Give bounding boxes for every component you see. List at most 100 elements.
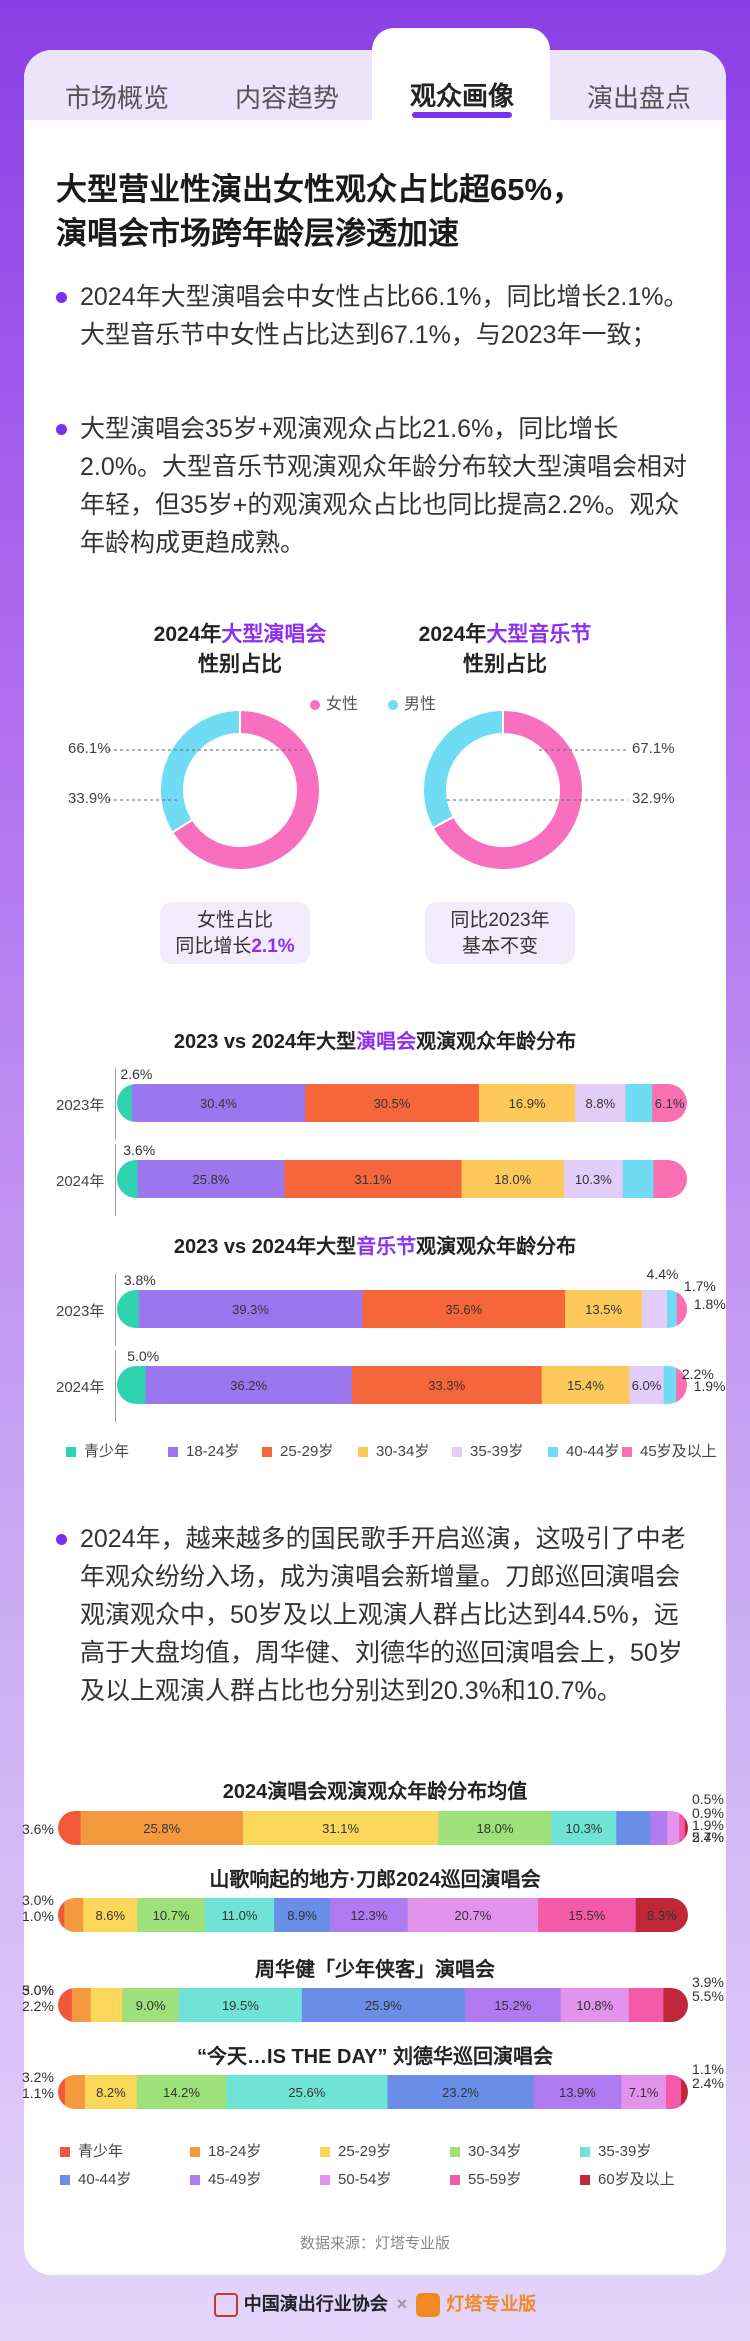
bot-2-seg-1: [71, 1988, 92, 2022]
bot-2-svg: 9.0% 19.5% 25.9% 15.2% 10.8%: [58, 1988, 688, 2022]
tab-content-trends[interactable]: 内容趋势: [234, 83, 339, 113]
legend-item: 30-34岁: [358, 1440, 429, 1461]
bot-2-seg-0: [58, 1988, 73, 2022]
top-3-out-6: 1.9%: [693, 1378, 726, 1394]
top-1-seg-5: [622, 1160, 654, 1198]
pie-note-concert: 女性占比 同比增长2.1%: [160, 902, 310, 964]
legend-item: 45岁及以上: [622, 1440, 717, 1461]
legend-item: 青少年: [66, 1440, 129, 1461]
bot-1-seg-2: [83, 1898, 138, 1932]
bot-2-seg-3: [122, 1988, 180, 2022]
top-3-seg-5: [663, 1366, 677, 1404]
legend-item: 35-39岁: [452, 1440, 523, 1461]
footer-logos: 中国演出行业协会 × 灯塔专业版: [0, 2290, 750, 2318]
bot-0-seg-3: [438, 1811, 553, 1845]
legend-female: 女性: [310, 690, 358, 714]
chart-title-daolang: 山歌响起的地方·刀郎2024巡回演唱会: [209, 1869, 541, 1891]
top-0-seg-3: [478, 1084, 576, 1122]
top-0-label-1: 30.4%: [200, 1096, 237, 1111]
top-0-seg-1: [131, 1084, 306, 1122]
legend-item: 18-24岁: [168, 1440, 239, 1461]
bot-2-seg-2: [90, 1988, 123, 2022]
bot-0-seg-9: [684, 1811, 688, 1845]
bot-0-seg-7: [667, 1811, 680, 1845]
donut-slice-0-male: [159, 708, 241, 834]
bullet-veteran-singers: 2024年，越来越多的国民歌手开启巡演，这吸引了中老年观众纷纷入场，成为演唱会新…: [56, 1520, 696, 1710]
top-0-seg-2: [305, 1084, 480, 1122]
legend-item: 55-59岁: [450, 2168, 521, 2189]
bot-2-seg-9: [663, 1988, 688, 2022]
bot-2-out-1: 3.0%: [22, 1982, 54, 1998]
bot-3-seg-1: [64, 2075, 86, 2109]
legend-item: 25-29岁: [262, 1440, 333, 1461]
dengta-logo-icon: [416, 2293, 441, 2318]
bot-1-seg-8: [538, 1898, 637, 1932]
bot-1-seg-0: [58, 1898, 65, 1932]
bot-3-label-4: 25.6%: [288, 2085, 325, 2100]
top-3-out-0: 5.0%: [127, 1348, 160, 1364]
bot-1-seg-3: [137, 1898, 206, 1932]
pie-label-concert-female: 66.1%: [68, 740, 111, 757]
top-1-seg-6: [653, 1160, 687, 1198]
top-1-out-0: 3.6%: [123, 1142, 156, 1158]
top-1-label-1: 25.8%: [193, 1172, 230, 1187]
tab-market-overview[interactable]: 市场概览: [64, 83, 169, 113]
bot-3-out-9: 1.1%: [692, 2061, 724, 2077]
top-3-seg-2: [351, 1366, 543, 1404]
bot-3-seg-5: [387, 2075, 535, 2109]
bot-1-seg-9: [635, 1898, 688, 1932]
top-2-seg-3: [565, 1290, 643, 1328]
top-0-seg-6: [652, 1084, 687, 1122]
bot-0-label-1: 25.8%: [143, 1821, 180, 1836]
top-2-out-4: 4.4%: [646, 1266, 679, 1282]
bot-3-seg-3: [136, 2075, 227, 2109]
bot-1-seg-1: [64, 1898, 84, 1932]
age-legend-7: 青少年 18-24岁 25-29岁 30-34岁 35-39岁 40-44岁 45岁及以上: [40, 1440, 717, 1462]
top-2-label-2: 35.6%: [445, 1302, 482, 1317]
age-legend-10: 青少年 18-24岁 25-29岁 30-34岁 35-39岁 40-44岁 45-49岁 5…: [60, 2140, 700, 2190]
top-0-svg: 30.4% 30.5% 16.9% 8.8% 6.1%: [117, 1084, 687, 1122]
top-2-seg-0: [117, 1290, 140, 1328]
tab-show-review[interactable]: 演出盘点: [586, 83, 691, 113]
legend-male: 男性: [388, 690, 436, 714]
bot-2-seg-5: [301, 1988, 466, 2022]
bot-2-out-9: 3.9%: [692, 1974, 724, 1990]
pie-label-festival-female: 67.1%: [632, 740, 675, 757]
gender-donut-charts: [108, 708, 628, 871]
bullet-age: 大型演唱会35岁+观演观众占比21.6%，同比增长2.0%。大型音乐节观演观众年…: [56, 410, 696, 562]
top-1-seg-2: [284, 1160, 463, 1198]
top-1-seg-0: [117, 1160, 138, 1198]
bot-0-out-8: 0.9%: [692, 1805, 724, 1821]
top-1-seg-4: [564, 1160, 624, 1198]
top-3-seg-3: [541, 1366, 630, 1404]
bot-0-label-4: 10.3%: [566, 1821, 603, 1836]
association-logo-icon: [213, 2293, 238, 2318]
bot-1-seg-4: [204, 1898, 275, 1932]
bot-0-out-0: 3.6%: [22, 1821, 54, 1837]
pie-title-concert: 2024年大型演唱会 性别占比: [153, 623, 327, 676]
donut-slice-1-male: [422, 708, 504, 830]
chart-title-average: 2024演唱会观演观众年龄分布均值: [222, 1781, 528, 1803]
tab-bar: 市场概览 内容趋势 观众画像 演出盘点: [24, 28, 726, 120]
bot-0-label-2: 31.1%: [322, 1821, 359, 1836]
top-2-seg-2: [362, 1290, 566, 1328]
row-label: 2024年: [56, 1379, 105, 1396]
bot-0-seg-5: [616, 1811, 651, 1845]
pie-title-festival: 2024年大型音乐节 性别占比: [418, 623, 592, 676]
top-2-seg-6: [676, 1290, 687, 1328]
bar-axis: [115, 1274, 116, 1346]
top-2-out-5: 1.7%: [683, 1278, 716, 1294]
pie-label-concert-male: 33.9%: [68, 790, 111, 807]
chart-title-concert-age: 2023 vs 2024年大型演唱会观演观众年龄分布: [173, 1031, 577, 1053]
page-headline: 大型营业性演出女性观众占比超65%， 演唱会市场跨年龄层渗透加速: [56, 172, 584, 251]
top-0-label-4: 8.8%: [586, 1096, 616, 1111]
bot-3-label-6: 13.9%: [559, 2085, 596, 2100]
tab-audience-profile[interactable]: 观众画像: [409, 81, 514, 111]
chart-title-zhouhuajian: 周华健「少年侠客」演唱会: [255, 1959, 495, 1981]
bot-1-out-1: 3.0%: [22, 1892, 54, 1908]
bot-2-out-8: 5.5%: [692, 1988, 724, 2004]
bot-2-out-2: 5.0%: [22, 1982, 54, 1998]
legend-item: 45-49岁: [190, 2168, 261, 2189]
bot-3-seg-8: [665, 2075, 682, 2109]
bot-0-out-5: 5.4%: [692, 1829, 724, 1845]
